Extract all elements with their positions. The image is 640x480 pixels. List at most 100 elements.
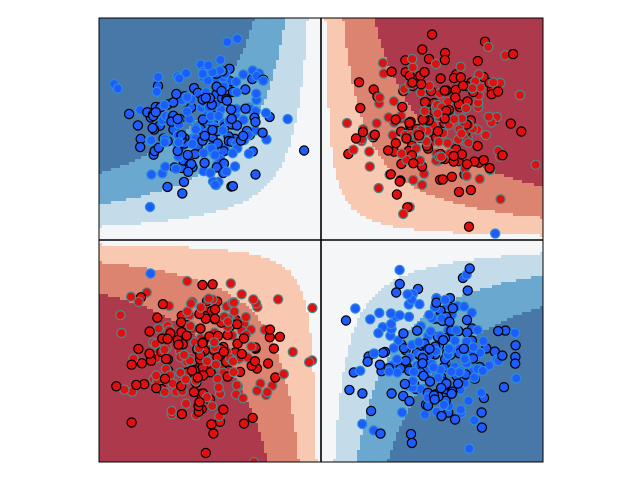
contour-cell xyxy=(354,102,358,106)
contour-cell xyxy=(108,39,112,43)
contour-cell xyxy=(150,93,154,97)
contour-cell xyxy=(285,69,289,73)
contour-cell xyxy=(306,39,310,43)
contour-cell xyxy=(135,66,139,70)
contour-cell xyxy=(378,33,382,37)
contour-cell xyxy=(516,60,520,64)
contour-cell xyxy=(297,87,301,91)
contour-cell xyxy=(228,18,232,22)
contour-cell xyxy=(117,18,121,22)
contour-cell xyxy=(396,78,400,82)
contour-cell xyxy=(252,42,256,46)
contour-cell xyxy=(354,111,358,115)
contour-cell xyxy=(141,63,145,67)
contour-cell xyxy=(360,42,364,46)
contour-cell xyxy=(327,42,331,46)
contour-cell xyxy=(513,63,517,67)
contour-cell xyxy=(138,51,142,55)
contour-cell xyxy=(348,75,352,79)
contour-cell xyxy=(426,51,430,55)
contour-cell xyxy=(393,78,397,82)
contour-cell xyxy=(162,39,166,43)
contour-cell xyxy=(351,42,355,46)
contour-cell xyxy=(447,24,451,28)
contour-cell xyxy=(186,18,190,22)
contour-cell xyxy=(393,42,397,46)
contour-cell xyxy=(162,93,166,97)
contour-cell xyxy=(255,48,259,52)
contour-cell xyxy=(312,48,316,52)
contour-cell xyxy=(267,63,271,67)
contour-cell xyxy=(465,75,469,79)
contour-cell xyxy=(288,48,292,52)
contour-cell xyxy=(354,87,358,91)
contour-cell xyxy=(411,96,415,100)
contour-cell xyxy=(132,21,136,25)
contour-cell xyxy=(144,78,148,82)
contour-cell xyxy=(303,60,307,64)
contour-cell xyxy=(387,108,391,112)
contour-cell xyxy=(333,81,337,85)
contour-cell xyxy=(369,63,373,67)
contour-cell xyxy=(243,30,247,34)
contour-cell xyxy=(423,18,427,22)
contour-cell xyxy=(321,108,325,112)
contour-cell xyxy=(498,96,502,100)
contour-cell xyxy=(330,111,334,115)
contour-cell xyxy=(513,72,517,76)
contour-cell xyxy=(267,75,271,79)
contour-cell xyxy=(114,75,118,79)
contour-cell xyxy=(99,90,103,94)
contour-cell xyxy=(342,90,346,94)
contour-cell xyxy=(534,72,538,76)
contour-cell xyxy=(528,66,532,70)
contour-cell xyxy=(384,42,388,46)
contour-cell xyxy=(294,27,298,31)
contour-cell xyxy=(414,33,418,37)
contour-cell xyxy=(471,105,475,109)
contour-cell xyxy=(99,39,103,43)
contour-cell xyxy=(132,96,136,100)
contour-cell xyxy=(498,72,502,76)
contour-cell xyxy=(378,84,382,88)
contour-cell xyxy=(498,75,502,79)
contour-cell xyxy=(309,105,313,109)
contour-cell xyxy=(315,84,319,88)
contour-cell xyxy=(483,33,487,37)
contour-cell xyxy=(408,45,412,49)
contour-cell xyxy=(351,75,355,79)
contour-cell xyxy=(378,66,382,70)
contour-cell xyxy=(333,27,337,31)
contour-cell xyxy=(261,117,265,121)
contour-cell xyxy=(405,102,409,106)
contour-cell xyxy=(501,60,505,64)
contour-cell xyxy=(411,51,415,55)
contour-cell xyxy=(114,60,118,64)
contour-cell xyxy=(264,18,268,22)
contour-cell xyxy=(123,51,127,55)
contour-cell xyxy=(354,18,358,22)
contour-cell xyxy=(327,30,331,34)
contour-cell xyxy=(318,42,322,46)
contour-cell xyxy=(144,21,148,25)
contour-cell xyxy=(240,63,244,67)
contour-cell xyxy=(537,45,541,49)
decision-function-contours xyxy=(99,18,543,462)
contour-cell xyxy=(147,45,151,49)
contour-cell xyxy=(246,96,250,100)
contour-cell xyxy=(168,75,172,79)
contour-cell xyxy=(306,78,310,82)
contour-cell xyxy=(153,63,157,67)
contour-cell xyxy=(249,87,253,91)
contour-cell xyxy=(453,27,457,31)
contour-cell xyxy=(408,99,412,103)
contour-cell xyxy=(375,114,379,118)
contour-cell xyxy=(450,30,454,34)
contour-cell xyxy=(414,36,418,40)
contour-cell xyxy=(135,24,139,28)
contour-cell xyxy=(198,36,202,40)
contour-cell xyxy=(309,72,313,76)
contour-cell xyxy=(390,108,394,112)
contour-cell xyxy=(369,96,373,100)
contour-cell xyxy=(522,63,526,67)
